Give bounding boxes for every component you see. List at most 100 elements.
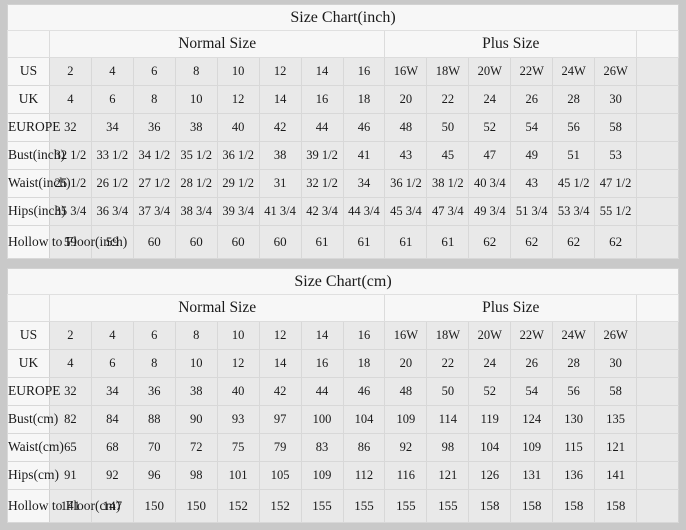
row-header-label: US [7, 57, 50, 86]
table-cell: 36 1/2 [384, 169, 428, 198]
table-cell: 32 1/2 [300, 169, 344, 198]
table-cell: 62 [468, 225, 512, 259]
table-cell: 50 [426, 113, 470, 142]
table-cell: 8 [174, 57, 218, 86]
table-cell: 52 [468, 377, 512, 406]
table-cell: 26W [594, 321, 638, 350]
table-cell: 12 [216, 85, 260, 114]
table-row: US 2 4 6 8 10 12 14 16 16W 18W 20W 22W 24W 26W [7, 321, 679, 350]
table-cell: 39 1/2 [300, 141, 344, 170]
table-cell: 50 [426, 377, 470, 406]
table-cell: 44 [300, 377, 344, 406]
table-cell: 42 [258, 113, 302, 142]
table-cell: 56 [552, 377, 596, 406]
table-cell: 48 [384, 113, 428, 142]
chart-title-row: Size Chart(inch) [7, 4, 679, 31]
table-cell: 2 [48, 321, 92, 350]
table-cell: 16 [342, 57, 386, 86]
table-cell: 44 3/4 [342, 197, 386, 226]
table-row: Waist(cm) 65 68 70 72 75 79 83 86 92 98 104 109 115 12… [7, 433, 679, 462]
table-cell: 18 [342, 349, 386, 378]
row-trailing-spacer [636, 225, 679, 259]
table-cell: 150 [174, 489, 218, 523]
table-cell: 40 [216, 113, 260, 142]
chart-group-row: Normal Size Plus Size [7, 30, 679, 58]
table-cell: 97 [258, 405, 302, 434]
table-cell: 35 3/4 [48, 197, 92, 226]
table-cell: 34 [90, 377, 134, 406]
table-cell: 32 [48, 113, 92, 142]
row-header-label: Hollow to Floor(cm) [7, 489, 121, 523]
size-chart-cm-table: Size Chart(cm) Normal Size Plus Size US 2 4 6 8… [7, 268, 679, 523]
table-cell: 42 3/4 [300, 197, 344, 226]
table-cell: 24 [468, 349, 512, 378]
table-cell: 4 [90, 321, 134, 350]
table-cell: 37 3/4 [132, 197, 176, 226]
row-header-label: Waist(inch) [7, 169, 71, 198]
table-cell: 4 [48, 85, 92, 114]
table-cell: 147 [90, 489, 134, 523]
table-cell: 88 [132, 405, 176, 434]
table-cell: 27 1/2 [132, 169, 176, 198]
table-cell: 36 [132, 377, 176, 406]
group-header-0: Normal Size [48, 294, 386, 322]
table-cell: 96 [132, 461, 176, 490]
chart-title: Size Chart(inch) [7, 4, 679, 31]
table-cell: 56 [552, 113, 596, 142]
table-cell: 26 [510, 85, 554, 114]
table-cell: 12 [258, 321, 302, 350]
table-cell: 36 [132, 113, 176, 142]
table-cell: 43 [510, 169, 554, 198]
table-cell: 84 [90, 405, 134, 434]
table-cell: 10 [216, 57, 260, 86]
table-row: Waist(inch) 25 1/2 26 1/2 27 1/2 28 1/2 29 1/… [7, 169, 679, 198]
table-cell: 8 [174, 321, 218, 350]
row-trailing-spacer [636, 377, 679, 406]
table-cell: 51 [552, 141, 596, 170]
group-header-1: Plus Size [384, 30, 638, 58]
table-cell: 51 3/4 [510, 197, 554, 226]
table-cell: 61 [342, 225, 386, 259]
table-cell: 130 [552, 405, 596, 434]
table-cell: 158 [552, 489, 596, 523]
table-cell: 20W [468, 57, 512, 86]
table-cell: 47 3/4 [426, 197, 470, 226]
row-header-label: Bust(inch) [7, 141, 65, 170]
table-cell: 60 [174, 225, 218, 259]
row-header-label: Waist(cm) [7, 433, 64, 462]
row-trailing-spacer [636, 489, 679, 523]
row-header-label: Hips(cm) [7, 461, 59, 490]
row-header-label: Hips(inch) [7, 197, 66, 226]
table-cell: 158 [468, 489, 512, 523]
table-cell: 41 3/4 [258, 197, 302, 226]
table-cell: 49 3/4 [468, 197, 512, 226]
table-cell: 47 [468, 141, 512, 170]
table-cell: 46 [342, 113, 386, 142]
table-cell: 155 [426, 489, 470, 523]
table-cell: 35 1/2 [174, 141, 218, 170]
table-cell: 22 [426, 85, 470, 114]
table-cell: 126 [468, 461, 512, 490]
table-cell: 58 [594, 377, 638, 406]
row-trailing-spacer [636, 85, 679, 114]
table-cell: 34 [342, 169, 386, 198]
table-cell: 40 3/4 [468, 169, 512, 198]
table-cell: 14 [300, 321, 344, 350]
table-cell: 34 1/2 [132, 141, 176, 170]
table-cell: 16 [300, 349, 344, 378]
table-cell: 38 [174, 377, 218, 406]
table-cell: 28 1/2 [174, 169, 218, 198]
row-trailing-spacer [636, 349, 679, 378]
table-cell: 62 [594, 225, 638, 259]
row-header-label: Hollow to Floor(inch) [7, 225, 127, 259]
table-cell: 91 [48, 461, 92, 490]
table-cell: 12 [258, 57, 302, 86]
table-cell: 44 [300, 113, 344, 142]
table-cell: 61 [300, 225, 344, 259]
row-header-label: EUROPE [7, 377, 61, 406]
table-cell: 26 [510, 349, 554, 378]
row-trailing-spacer [636, 405, 679, 434]
group-header-1: Plus Size [384, 294, 638, 322]
table-cell: 92 [384, 433, 428, 462]
table-cell: 26W [594, 57, 638, 86]
